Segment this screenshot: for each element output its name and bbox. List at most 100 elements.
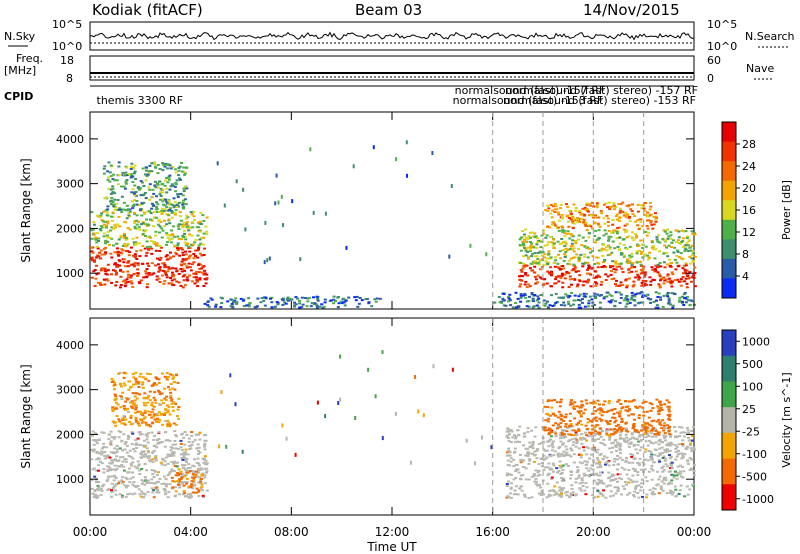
power-cell [170, 209, 174, 212]
power-cell [515, 306, 518, 309]
velocity-cell [542, 441, 545, 444]
velocity-cell [673, 485, 677, 488]
velocity-cell [636, 471, 640, 474]
velocity-cell [600, 493, 604, 495]
power-cell [102, 278, 106, 281]
velocity-cell [166, 462, 170, 465]
power-cell [668, 265, 672, 268]
velocity-cell [633, 457, 637, 460]
velocity-cell [115, 450, 119, 453]
power-cell [337, 302, 341, 305]
power-cell [125, 174, 129, 177]
velocity-cell [661, 470, 665, 473]
velocity-cell [137, 424, 141, 427]
power-cell [188, 233, 192, 236]
power-cell [610, 294, 614, 297]
power-cell [141, 262, 145, 265]
power-cell [229, 298, 233, 301]
power-cell [122, 245, 125, 247]
power-cell [156, 164, 160, 166]
power-cell [574, 242, 578, 245]
velocity-cell [549, 438, 552, 441]
power-cell [509, 304, 513, 307]
power-cell [593, 292, 597, 295]
velocity-cell [560, 431, 564, 434]
velocity-cell [197, 453, 200, 455]
power-cell [645, 234, 649, 237]
velocity-cell [179, 473, 182, 475]
velocity-cell [584, 463, 588, 466]
power-cell [169, 203, 173, 206]
velocity-cell [579, 415, 583, 418]
power-cell [121, 171, 125, 174]
velocity-cell [631, 399, 635, 402]
velocity-cell [200, 468, 204, 471]
power-cell [618, 248, 622, 251]
velocity-cell [124, 418, 128, 421]
power-cell [500, 301, 504, 304]
power-cell [149, 218, 153, 221]
power-cell [178, 165, 182, 168]
velocity-cell [135, 443, 139, 446]
power-cell [633, 295, 637, 298]
velocity-cell [527, 478, 531, 481]
velocity-cell [128, 492, 132, 495]
velocity-cell [580, 403, 584, 406]
velocity-cell [596, 495, 600, 498]
velocity-cell [531, 440, 535, 443]
velocity-cell [178, 478, 182, 481]
power-cell [581, 298, 584, 301]
power-cell [544, 236, 548, 239]
power-cell [135, 250, 139, 253]
velocity-cell [560, 492, 563, 495]
velocity-cell [650, 429, 653, 432]
power-cell [194, 255, 197, 257]
velocity-cell [507, 447, 511, 450]
velocity-cell [649, 456, 653, 459]
velocity-cell [607, 402, 611, 405]
velocity-cell [640, 486, 643, 489]
velocity-cell [681, 439, 685, 442]
power-cell [669, 234, 673, 237]
velocity-cell [567, 440, 571, 443]
velocity-cell [534, 469, 538, 472]
velocity-cell [367, 367, 370, 372]
velocity-cell [584, 424, 588, 427]
power-cell [159, 187, 163, 190]
velocity-cell [121, 476, 125, 479]
velocity-cell [586, 447, 590, 450]
velocity-cell [620, 407, 624, 410]
power-cell [132, 199, 136, 202]
power-cell [164, 255, 168, 258]
power-cell [608, 246, 612, 249]
power-cell [159, 246, 163, 249]
velocity-cell [571, 425, 575, 428]
power-cell [122, 185, 126, 188]
velocity-cell [605, 485, 609, 488]
power-cell [643, 253, 647, 256]
velocity-cell [645, 433, 649, 436]
power-cell [191, 221, 195, 224]
velocity-cell [531, 444, 535, 446]
power-cell [568, 278, 572, 281]
power-cell [144, 270, 148, 273]
velocity-cell [567, 454, 571, 457]
power-cell [546, 270, 550, 273]
power-cell [554, 278, 558, 281]
power-cell [172, 284, 176, 287]
velocity-cell [596, 399, 600, 402]
velocity-cell [522, 444, 526, 447]
velocity-cell [654, 435, 658, 438]
velocity-cell [592, 449, 595, 452]
velocity-cell [182, 451, 186, 454]
velocity-cell [596, 474, 600, 477]
power-cell [652, 248, 656, 251]
power-cell [568, 237, 572, 240]
power-cell [669, 246, 673, 249]
velocity-cell [143, 409, 147, 412]
velocity-cell [602, 411, 606, 414]
power-cell [114, 273, 118, 276]
velocity-cell [162, 488, 166, 491]
power-cell [549, 204, 553, 206]
power-cell [172, 206, 176, 209]
